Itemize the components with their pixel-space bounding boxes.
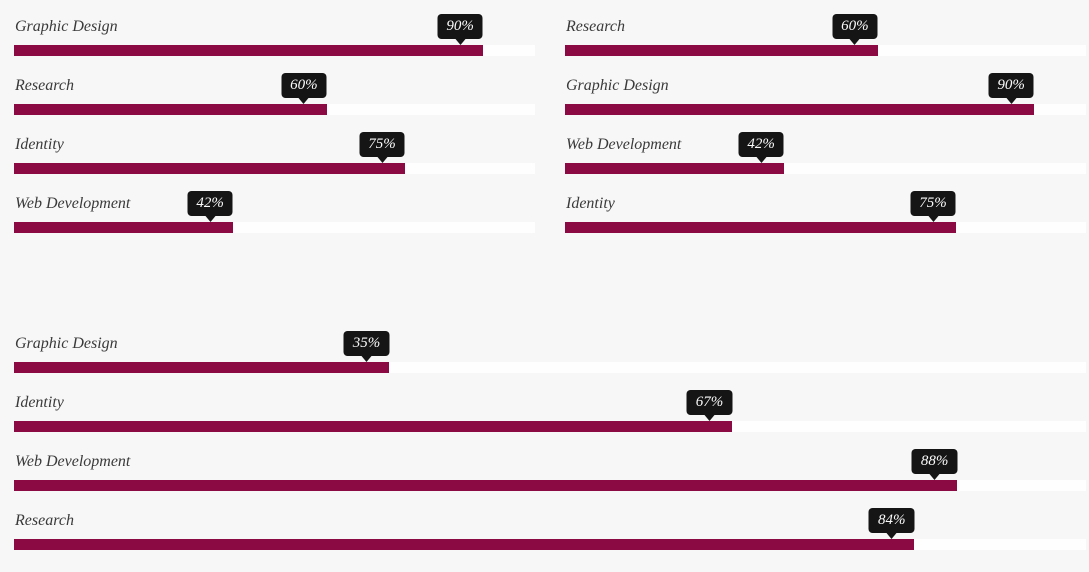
skill-label: Research <box>15 512 74 529</box>
skill-label: Identity <box>15 394 64 411</box>
skills-group-top-left: Graphic Design 90% Research 60% Identity… <box>14 0 535 236</box>
skill-track <box>14 45 535 56</box>
skill-track <box>565 163 1086 174</box>
skill-label: Research <box>566 18 625 35</box>
skill-track <box>14 104 535 115</box>
skill-track <box>565 222 1086 233</box>
skill-fill-bar <box>14 362 390 373</box>
skill-percent-badge: 60% <box>832 14 878 45</box>
skill-fill-bar <box>565 104 1034 115</box>
skill-label: Web Development <box>566 136 682 153</box>
skill-row-research: Research 60% <box>14 59 535 118</box>
skill-row-research: Research 60% <box>565 0 1086 59</box>
skill-fill-bar <box>565 222 956 233</box>
top-section: Graphic Design 90% Research 60% Identity… <box>0 0 1089 236</box>
skill-fill-bar <box>14 163 405 174</box>
skill-percent-badge: 75% <box>359 132 405 163</box>
skill-row-web-development: Web Development 88% <box>14 435 1086 494</box>
skill-fill-bar <box>14 539 915 550</box>
skill-percent-badge: 35% <box>343 331 390 362</box>
skill-fill-bar <box>14 480 958 491</box>
skill-percent-badge: 84% <box>868 508 915 539</box>
skill-percent-badge: 90% <box>988 73 1034 104</box>
skill-row-identity: Identity 75% <box>14 118 535 177</box>
skill-track <box>14 362 1086 373</box>
skill-row-identity: Identity 67% <box>14 376 1086 435</box>
skill-label: Graphic Design <box>566 77 669 94</box>
skill-label: Graphic Design <box>15 18 118 35</box>
skill-label: Identity <box>15 136 64 153</box>
skill-percent-badge: 75% <box>910 191 956 222</box>
skill-track <box>14 163 535 174</box>
skill-label: Graphic Design <box>15 335 118 352</box>
skill-row-graphic-design: Graphic Design 90% <box>14 0 535 59</box>
skill-row-web-development: Web Development 42% <box>14 177 535 236</box>
skill-row-graphic-design: Graphic Design 90% <box>565 59 1086 118</box>
skill-fill-bar <box>565 163 784 174</box>
skill-track <box>565 45 1086 56</box>
skill-track <box>14 421 1086 432</box>
skill-row-web-development: Web Development 42% <box>565 118 1086 177</box>
skill-track <box>14 222 535 233</box>
skill-fill-bar <box>14 421 733 432</box>
skill-percent-badge: 67% <box>686 390 733 421</box>
skills-group-bottom: Graphic Design 35% Identity 67% Web Deve… <box>14 317 1086 553</box>
skill-percent-badge: 42% <box>738 132 784 163</box>
skills-group-top-right: Research 60% Graphic Design 90% Web Deve… <box>565 0 1086 236</box>
skill-fill-bar <box>14 104 327 115</box>
skill-percent-badge: 88% <box>911 449 958 480</box>
skill-fill-bar <box>14 45 483 56</box>
skill-label: Identity <box>566 195 615 212</box>
skill-row-identity: Identity 75% <box>565 177 1086 236</box>
skill-label: Research <box>15 77 74 94</box>
skill-percent-badge: 42% <box>187 191 233 222</box>
skill-label: Web Development <box>15 195 131 212</box>
skill-track <box>14 480 1086 491</box>
skill-percent-badge: 90% <box>437 14 483 45</box>
skill-percent-badge: 60% <box>281 73 327 104</box>
skill-row-graphic-design: Graphic Design 35% <box>14 317 1086 376</box>
skill-track <box>14 539 1086 550</box>
skill-label: Web Development <box>15 453 131 470</box>
bottom-section: Graphic Design 35% Identity 67% Web Deve… <box>0 317 1089 553</box>
skill-fill-bar <box>565 45 878 56</box>
skill-fill-bar <box>14 222 233 233</box>
skill-row-research: Research 84% <box>14 494 1086 553</box>
skill-track <box>565 104 1086 115</box>
